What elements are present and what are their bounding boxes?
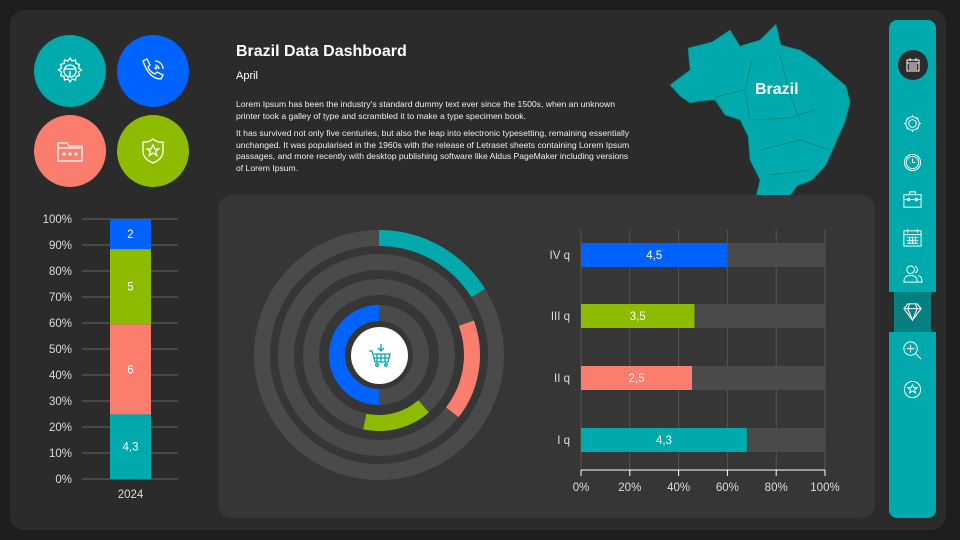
zoom-in-icon[interactable]	[902, 340, 923, 361]
x-tick-label: 0%	[573, 482, 590, 494]
segment-label: 2	[127, 229, 133, 241]
bar-label: 4,5	[646, 250, 662, 262]
bar-label: 3,5	[630, 311, 646, 323]
clock-icon[interactable]	[902, 152, 923, 173]
ring-arc	[363, 400, 429, 431]
tile-settings[interactable]	[34, 35, 106, 107]
x-tick-label: 100%	[810, 482, 839, 494]
bar	[581, 428, 747, 452]
stacked-bar-segment	[110, 414, 151, 479]
stacked-bar-chart: 0% 10% 20% 30% 40% 50% 60% 70% 80% 90% 100% 4,3 6 5 2 2…	[43, 214, 178, 501]
bar-label: 4,3	[656, 435, 672, 447]
star-badge-icon[interactable]	[902, 379, 923, 400]
y-category-label: II q	[554, 373, 570, 385]
diamond-icon[interactable]	[902, 301, 923, 322]
x-tick-label: 2024	[118, 489, 144, 501]
brazil-map-shape	[669, 23, 851, 213]
description-paragraph-1: Lorem Ipsum has been the industry's stan…	[236, 99, 616, 121]
y-tick-label: 50%	[49, 344, 72, 356]
gear-icon[interactable]	[902, 113, 923, 134]
users-icon[interactable]	[902, 263, 923, 284]
stacked-bar-segment	[110, 249, 151, 325]
bar	[581, 366, 693, 390]
shopping-cart-download-icon	[368, 343, 391, 367]
ring-arc	[445, 320, 480, 418]
y-tick-label: 60%	[49, 318, 72, 330]
bar-label: 2,5	[629, 373, 645, 385]
y-tick-label: 70%	[49, 292, 72, 304]
sidebar	[889, 20, 936, 518]
horizontal-bar-chart: 0% 20% 40% 60% 80% 100% 4,5 IV q 3,5 III q 2,5 II q…	[550, 230, 840, 494]
sidebar-item-calendar[interactable]	[898, 50, 928, 80]
ring-arc	[378, 230, 486, 298]
calendar-icon	[906, 58, 920, 72]
tile-folder[interactable]	[34, 115, 106, 187]
segment-label: 4,3	[123, 442, 139, 454]
stacked-bar-segment	[110, 324, 151, 415]
x-tick-label: 60%	[716, 482, 739, 494]
y-tick-label: 80%	[49, 266, 72, 278]
page-title: Brazil Data Dashboard	[236, 43, 407, 60]
x-tick-label: 80%	[765, 482, 788, 494]
map-label: Brazil	[755, 81, 799, 98]
y-tick-label: 40%	[49, 370, 72, 382]
toolbox-icon[interactable]	[902, 189, 923, 210]
sidebar-active-highlight	[894, 292, 931, 332]
y-tick-label: 10%	[49, 448, 72, 460]
calendar-grid-icon[interactable]	[902, 227, 923, 248]
sidebar-bottom	[889, 332, 936, 518]
segment-label: 6	[127, 364, 133, 376]
folder-icon	[57, 142, 83, 162]
steering-gear-icon	[57, 56, 83, 84]
y-tick-label: 20%	[49, 422, 72, 434]
shield-star-icon	[142, 138, 164, 164]
y-category-label: IV q	[550, 250, 570, 262]
tile-phone[interactable]	[117, 35, 189, 107]
radial-bar-chart	[254, 230, 504, 480]
x-tick-label: 20%	[618, 482, 641, 494]
phone-call-icon	[142, 58, 164, 80]
y-category-label: I q	[557, 435, 570, 447]
y-tick-label: 90%	[49, 240, 72, 252]
x-tick-label: 40%	[667, 482, 690, 494]
ring-arc	[329, 305, 380, 405]
description-paragraph-2: It has survived not only five centuries,…	[236, 128, 630, 173]
y-tick-label: 30%	[49, 396, 72, 408]
y-tick-label: 0%	[55, 474, 72, 486]
center-icon-circle	[351, 327, 408, 384]
segment-label: 5	[127, 282, 133, 294]
bar	[581, 243, 728, 267]
page-subtitle: April	[236, 70, 259, 82]
tile-security[interactable]	[117, 115, 189, 187]
bar	[581, 304, 695, 328]
y-tick-label: 100%	[43, 214, 72, 226]
stacked-bar-segment	[110, 219, 151, 250]
y-category-label: III q	[551, 311, 570, 323]
